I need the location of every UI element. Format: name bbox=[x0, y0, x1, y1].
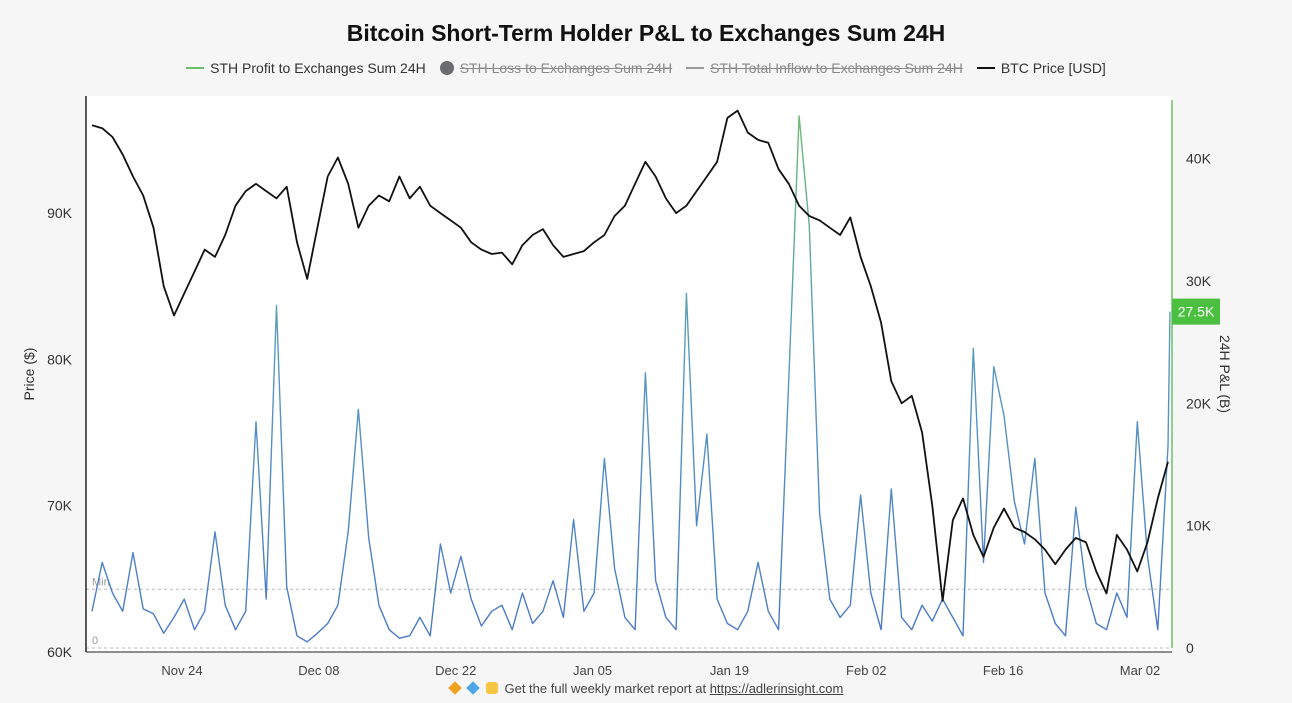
chart-legend: STH Profit to Exchanges Sum 24H STH Loss… bbox=[0, 60, 1292, 76]
footer-text: Get the full weekly market report at bbox=[504, 681, 710, 696]
chart-title: Bitcoin Short-Term Holder P&L to Exchang… bbox=[346, 20, 946, 46]
current-value-badge-label: 27.5K bbox=[1178, 304, 1215, 320]
series-line-sth-profit bbox=[91, 115, 1171, 643]
x-tick-label-6: Feb 16 bbox=[983, 663, 1023, 678]
x-tick-label-3: Jan 05 bbox=[573, 663, 612, 678]
legend-swatch-sth-total-inflow bbox=[686, 67, 705, 69]
diamond-orange-icon bbox=[447, 681, 462, 695]
legend-swatch-sth-profit bbox=[186, 67, 205, 69]
legend-label-sth-loss: STH Loss to Exchanges Sum 24H bbox=[459, 60, 673, 76]
footer-link[interactable]: https://adlerinsight.com bbox=[709, 681, 844, 696]
legend-item-sth-total-inflow[interactable]: STH Total Inflow to Exchanges Sum 24H bbox=[686, 60, 963, 76]
legend-swatch-btc-price bbox=[976, 67, 995, 69]
legend-item-sth-profit[interactable]: STH Profit to Exchanges Sum 24H bbox=[186, 60, 426, 76]
legend-label-sth-total-inflow: STH Total Inflow to Exchanges Sum 24H bbox=[710, 60, 963, 76]
current-value-badge-bg bbox=[1172, 298, 1220, 325]
raised-hands-icon bbox=[485, 682, 498, 694]
x-tick-label-7: Mar 02 bbox=[1120, 663, 1160, 678]
right-tick-label-0: 0 bbox=[1186, 640, 1194, 656]
legend-swatch-sth-loss bbox=[439, 61, 454, 75]
x-tick-label-0: Nov 24 bbox=[161, 663, 202, 678]
legend-item-btc-price[interactable]: BTC Price [USD] bbox=[976, 60, 1106, 76]
right-tick-label-4: 40K bbox=[1186, 151, 1212, 167]
right-tick-label-3: 30K bbox=[1186, 273, 1212, 289]
x-tick-label-5: Feb 02 bbox=[846, 663, 886, 678]
right-tick-label-1: 10K bbox=[1186, 518, 1212, 534]
right-tick-label-2: 20K bbox=[1186, 395, 1212, 411]
left-tick-label-0: 60K bbox=[47, 644, 73, 660]
legend-label-sth-profit: STH Profit to Exchanges Sum 24H bbox=[210, 60, 426, 76]
legend-label-btc-price: BTC Price [USD] bbox=[1000, 60, 1106, 76]
right-axis-label: 24H P&L (B) bbox=[1217, 335, 1233, 413]
reference-label-0: Min bbox=[92, 576, 110, 588]
x-tick-label-4: Jan 19 bbox=[710, 663, 749, 678]
left-tick-label-3: 90K bbox=[47, 205, 73, 221]
left-tick-label-1: 70K bbox=[47, 498, 73, 514]
series-line-btc-price bbox=[91, 109, 1169, 602]
plot-area bbox=[86, 96, 1172, 652]
footer: Get the full weekly market report at htt… bbox=[0, 681, 1292, 696]
legend-item-sth-loss[interactable]: STH Loss to Exchanges Sum 24H bbox=[439, 60, 673, 76]
x-tick-label-1: Dec 08 bbox=[298, 663, 339, 678]
left-tick-label-2: 80K bbox=[47, 351, 73, 367]
left-axis-label: Price ($) bbox=[21, 348, 37, 401]
x-tick-label-2: Dec 22 bbox=[435, 663, 476, 678]
gem-icon bbox=[466, 681, 481, 695]
reference-label-1: 0 bbox=[92, 635, 98, 647]
